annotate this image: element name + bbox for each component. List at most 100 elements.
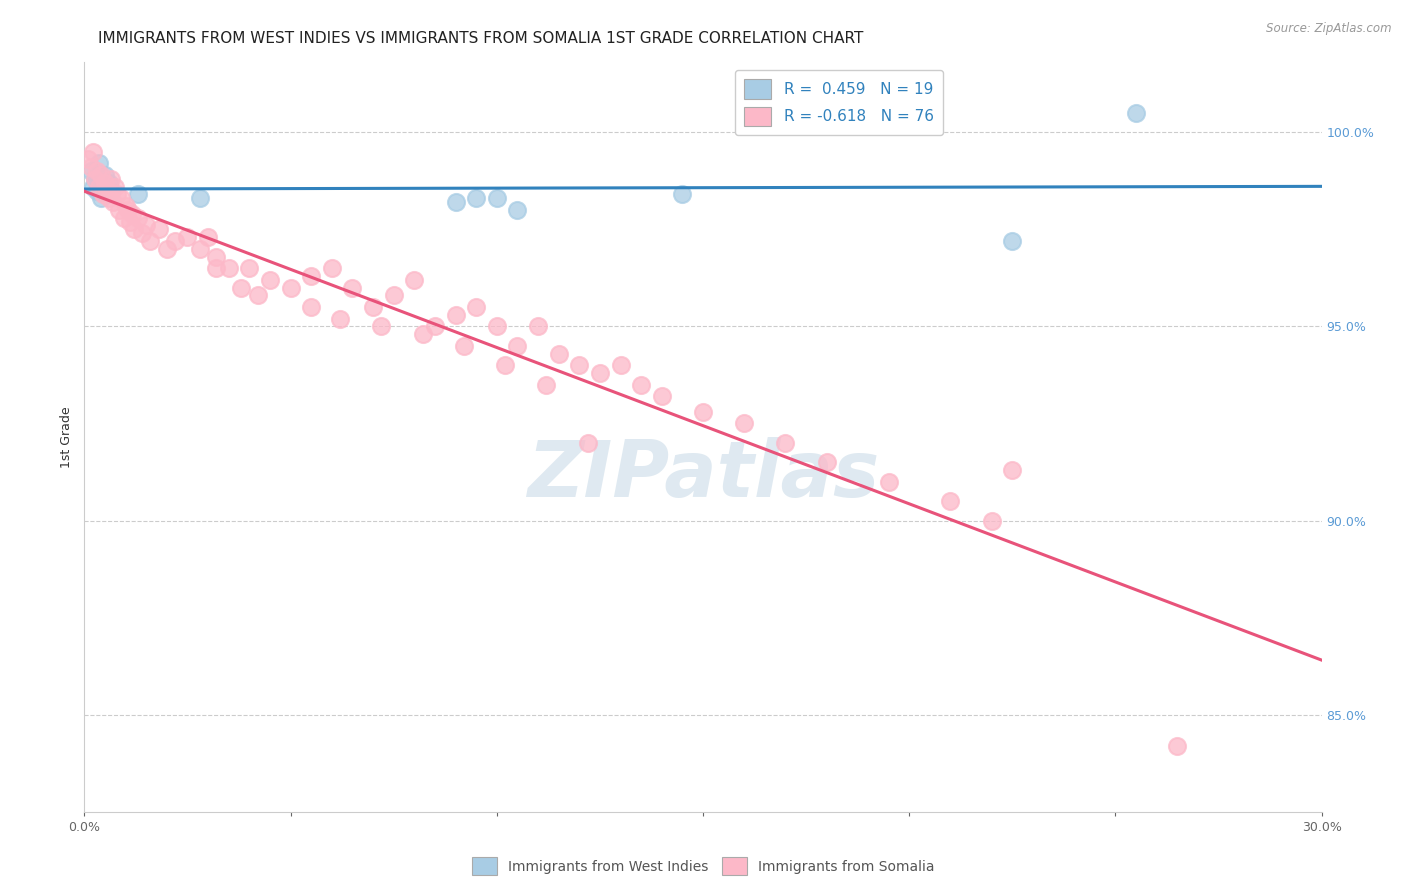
Point	[361, 300, 384, 314]
Point	[77, 153, 100, 167]
Point	[205, 250, 228, 264]
Point	[131, 227, 153, 241]
Point	[118, 214, 141, 228]
Point	[877, 475, 900, 489]
Point	[576, 436, 599, 450]
Point	[98, 176, 121, 190]
Point	[139, 234, 162, 248]
Point	[112, 211, 135, 225]
Point	[122, 222, 145, 236]
Point	[94, 176, 117, 190]
Point	[329, 311, 352, 326]
Point	[117, 202, 139, 217]
Point	[1001, 463, 1024, 477]
Point	[609, 358, 631, 372]
Point	[412, 327, 434, 342]
Point	[1125, 106, 1147, 120]
Point	[382, 288, 405, 302]
Point	[108, 202, 131, 217]
Legend: Immigrants from West Indies, Immigrants from Somalia: Immigrants from West Indies, Immigrants …	[465, 852, 941, 880]
Point	[165, 234, 187, 248]
Point	[98, 191, 121, 205]
Point	[775, 436, 797, 450]
Point	[671, 187, 693, 202]
Point	[342, 280, 364, 294]
Point	[96, 187, 118, 202]
Point	[86, 184, 108, 198]
Point	[321, 261, 343, 276]
Point	[651, 389, 673, 403]
Point	[485, 191, 508, 205]
Point	[246, 288, 269, 302]
Point	[103, 195, 125, 210]
Text: IMMIGRANTS FROM WEST INDIES VS IMMIGRANTS FROM SOMALIA 1ST GRADE CORRELATION CHA: IMMIGRANTS FROM WEST INDIES VS IMMIGRANT…	[98, 31, 863, 46]
Point	[692, 405, 714, 419]
Point	[1001, 234, 1024, 248]
Point	[110, 191, 132, 205]
Point	[494, 358, 516, 372]
Point	[485, 319, 508, 334]
Point	[465, 191, 488, 205]
Point	[453, 339, 475, 353]
Point	[91, 187, 114, 202]
Point	[404, 273, 426, 287]
Point	[536, 377, 558, 392]
Point	[506, 202, 529, 217]
Point	[299, 300, 322, 314]
Point	[229, 280, 252, 294]
Point	[506, 339, 529, 353]
Point	[205, 261, 228, 276]
Point	[527, 319, 550, 334]
Point	[86, 164, 108, 178]
Point	[100, 172, 122, 186]
Point	[96, 184, 118, 198]
Point	[939, 494, 962, 508]
Point	[465, 300, 488, 314]
Point	[188, 191, 211, 205]
Point	[100, 184, 122, 198]
Point	[105, 187, 128, 202]
Point	[980, 514, 1002, 528]
Point	[127, 211, 149, 225]
Point	[444, 195, 467, 210]
Point	[589, 366, 612, 380]
Point	[423, 319, 446, 334]
Point	[1166, 739, 1188, 753]
Point	[370, 319, 392, 334]
Point	[259, 273, 281, 287]
Text: ZIPatlas: ZIPatlas	[527, 436, 879, 513]
Point	[90, 168, 112, 182]
Point	[197, 230, 219, 244]
Point	[444, 308, 467, 322]
Text: Source: ZipAtlas.com: Source: ZipAtlas.com	[1267, 22, 1392, 36]
Point	[238, 261, 260, 276]
Point	[733, 417, 755, 431]
Point	[156, 242, 179, 256]
Y-axis label: 1st Grade: 1st Grade	[60, 406, 73, 468]
Point	[299, 268, 322, 283]
Point	[79, 161, 101, 175]
Point	[280, 280, 302, 294]
Legend: R =  0.459   N = 19, R = -0.618   N = 76: R = 0.459 N = 19, R = -0.618 N = 76	[735, 70, 943, 136]
Point	[630, 377, 652, 392]
Point	[114, 199, 136, 213]
Point	[176, 230, 198, 244]
Point	[135, 219, 157, 233]
Point	[121, 207, 143, 221]
Point	[188, 242, 211, 256]
Point	[87, 156, 110, 170]
Point	[148, 222, 170, 236]
Point	[87, 179, 110, 194]
Point	[218, 261, 240, 276]
Point	[82, 179, 104, 194]
Point	[90, 191, 112, 205]
Point	[568, 358, 591, 372]
Point	[127, 187, 149, 202]
Point	[82, 145, 104, 159]
Point	[83, 172, 105, 186]
Point	[547, 346, 569, 360]
Point	[79, 164, 101, 178]
Point	[104, 179, 127, 194]
Point	[815, 455, 838, 469]
Point	[83, 172, 105, 186]
